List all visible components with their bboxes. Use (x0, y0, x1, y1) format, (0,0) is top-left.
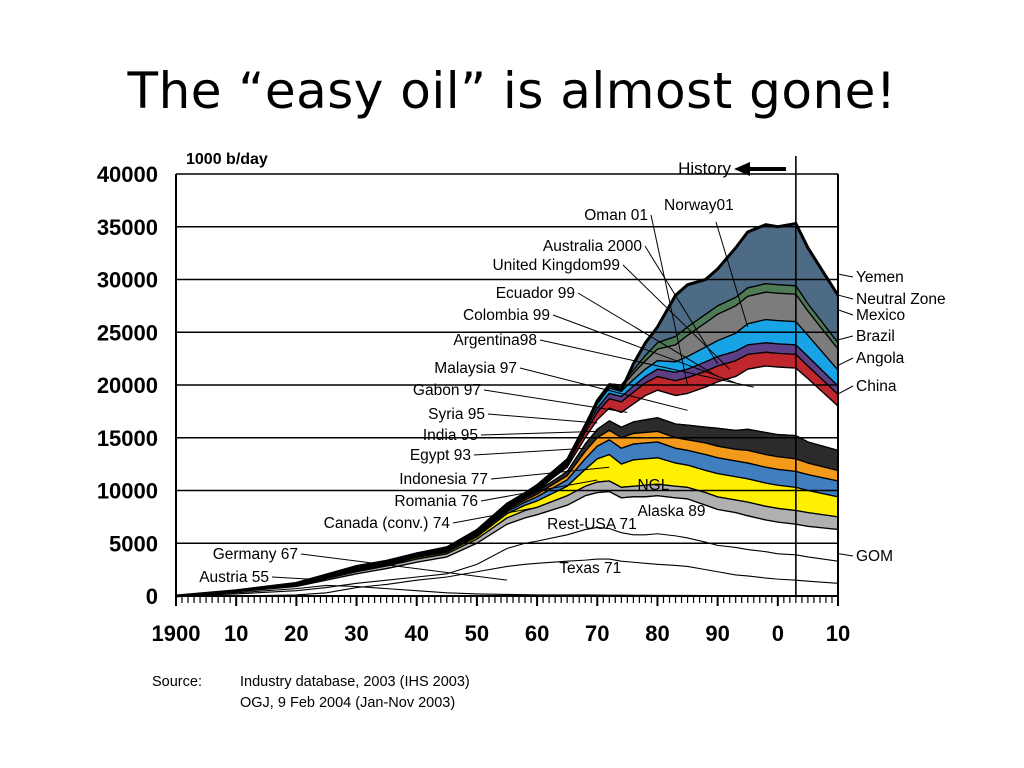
leader-norway01 (715, 221, 749, 328)
x-tick-label-1970: 70 (585, 621, 609, 646)
label-mexico: Mexico (856, 307, 905, 324)
leader-malaysia-97 (519, 367, 688, 411)
x-tick-label-2010: 10 (826, 621, 850, 646)
source-label: Source: (152, 674, 202, 690)
label-rest-usa-71: Rest-USA 71 (547, 516, 637, 533)
country-labels: Oman 01 Norway01 Australia 2000 United King… (199, 197, 945, 586)
leader-egypt-93 (473, 447, 586, 456)
y-tick-label-20000: 20000 (97, 373, 158, 398)
label-oman-01: Oman 01 (584, 207, 648, 224)
leader-austria-55 (271, 576, 327, 581)
leader-china (838, 385, 854, 394)
x-tick-label-1930: 30 (344, 621, 368, 646)
label-argentina98: Argentina98 (453, 332, 537, 349)
y-tick-label-10000: 10000 (97, 479, 158, 504)
source-line-1: Industry database, 2003 (IHS 2003) (240, 674, 470, 690)
y-tick-label-25000: 25000 (97, 320, 158, 345)
leader-germany-67 (300, 553, 508, 581)
label-norway01: Norway01 (664, 197, 734, 214)
label-syria-95: Syria 95 (428, 406, 485, 423)
label-germany-67: Germany 67 (213, 546, 298, 563)
label-australia-2000: Australia 2000 (543, 238, 642, 255)
x-tick-label-2000: 0 (772, 621, 784, 646)
line-rest-usa (175, 526, 839, 597)
leader-mexico (838, 309, 854, 316)
leader-neutral-zone (838, 294, 854, 300)
leader-syria-95 (487, 413, 598, 424)
units-label: 1000 b/day (186, 151, 268, 168)
label-indonesia-77: Indonesia 77 (399, 471, 488, 488)
label-united-kingdom99: United Kingdom99 (492, 257, 620, 274)
leader-indonesia-77 (490, 466, 610, 480)
label-ecuador-99: Ecuador 99 (496, 285, 575, 302)
label-austria-55: Austria 55 (199, 569, 269, 586)
gridlines (176, 173, 838, 544)
leader-angola (838, 357, 854, 366)
leader-gabon-97 (483, 389, 628, 413)
leader-colombia-99 (552, 314, 736, 384)
leader-oman-01 (650, 214, 689, 386)
label-egypt-93: Egypt 93 (410, 447, 471, 464)
x-tick-label-1940: 40 (404, 621, 428, 646)
label-ngl: NGL (637, 477, 669, 494)
y-tick-label-40000: 40000 (97, 162, 158, 187)
leader-australia-2000 (644, 245, 719, 365)
label-romania-76: Romania 76 (394, 493, 478, 510)
y-tick-label-5000: 5000 (109, 531, 158, 556)
y-tick-label-15000: 15000 (97, 426, 158, 451)
leader-brazil (838, 335, 854, 341)
history-label: History (678, 159, 731, 178)
leader-argentina98 (539, 339, 754, 388)
x-tick-label-1900: 1900 (152, 621, 201, 646)
slide-title: The “easy oil” is almost gone! (127, 62, 897, 120)
leader-gom (838, 553, 854, 557)
leader-ecuador-99 (577, 292, 718, 377)
x-tick-label-1980: 80 (645, 621, 669, 646)
leader-yemen (838, 273, 854, 278)
label-malaysia-97: Malaysia 97 (434, 360, 517, 377)
label-brazil: Brazil (856, 328, 895, 345)
leader-canada-conv-74 (452, 506, 538, 524)
line-texas (176, 558, 839, 597)
leader-india-95 (480, 430, 598, 436)
label-gom: GOM (856, 548, 893, 565)
label-colombia-99: Colombia 99 (463, 307, 550, 324)
label-texas-71: Texas 71 (559, 560, 621, 577)
label-yemen: Yemen (856, 269, 904, 286)
axes: 0 5000 10000 15000 20000 25000 30000 35000 40000… (97, 151, 850, 646)
x-tick-label-1910: 10 (224, 621, 248, 646)
x-tick-label-1960: 60 (525, 621, 549, 646)
x-tick-label-1990: 90 (705, 621, 729, 646)
x-tick-label-1920: 20 (284, 621, 308, 646)
label-angola: Angola (856, 350, 905, 367)
label-india-95: India 95 (423, 427, 478, 444)
y-tick-label-0: 0 (146, 584, 158, 609)
x-tick-label-1950: 50 (465, 621, 489, 646)
label-china: China (856, 378, 897, 395)
leader-romania-76 (480, 479, 598, 502)
y-tick-label-35000: 35000 (97, 215, 158, 240)
leader-united-kingdom99 (622, 264, 731, 370)
label-neutral-zone: Neutral Zone (856, 291, 946, 308)
history-arrow-head (734, 162, 750, 176)
y-tick-label-30000: 30000 (97, 268, 158, 293)
source-line-2: OGJ, 9 Feb 2004 (Jan-Nov 2003) (240, 695, 456, 711)
label-canada-conv-74: Canada (conv.) 74 (324, 515, 451, 532)
label-gabon-97: Gabon 97 (413, 382, 481, 399)
label-alaska-89: Alaska 89 (637, 503, 705, 520)
